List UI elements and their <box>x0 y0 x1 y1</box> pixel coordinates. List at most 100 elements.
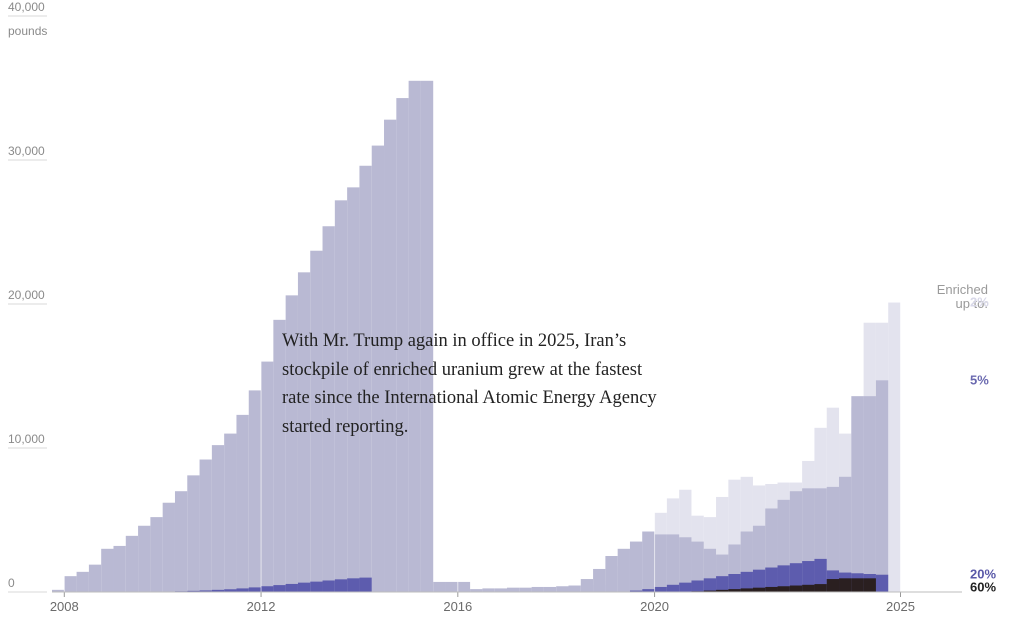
area-step <box>199 459 212 592</box>
area-step <box>310 250 323 592</box>
legend-label: 20% <box>970 567 996 582</box>
area-step <box>875 574 889 592</box>
area-step <box>187 475 200 592</box>
x-tick-label: 2012 <box>247 599 276 614</box>
area-step <box>420 80 434 593</box>
area-step <box>740 571 753 592</box>
area-step <box>802 561 815 592</box>
area-step <box>814 584 827 592</box>
area-step <box>777 565 790 592</box>
area-step <box>322 580 335 592</box>
area-step <box>531 586 544 592</box>
area-step <box>802 584 815 592</box>
area-step <box>519 587 532 592</box>
area-step <box>101 548 114 592</box>
area-step <box>174 491 188 592</box>
x-tick-label: 2008 <box>50 599 79 614</box>
x-axis: 2008 2012 2016 2020 2025 <box>50 136 962 614</box>
area-step <box>851 578 864 592</box>
y-tick-label: 30,000 <box>8 144 45 158</box>
chart-annotation: With Mr. Trump again in office in 2025, … <box>282 327 732 441</box>
area-step <box>716 576 729 592</box>
x-tick-label: 2020 <box>640 599 669 614</box>
area-step <box>199 590 212 592</box>
area-step <box>728 589 741 592</box>
area-step <box>384 119 397 593</box>
area-step <box>777 586 790 592</box>
area-step <box>789 563 803 592</box>
area-step <box>826 486 840 592</box>
area-step <box>875 380 889 592</box>
area-step <box>347 187 360 593</box>
area-step <box>863 396 876 592</box>
area-step <box>248 587 262 592</box>
y-gridlines <box>8 15 47 593</box>
chart-areas <box>52 80 901 593</box>
area-step <box>88 564 102 592</box>
area-step <box>470 589 483 592</box>
area-step <box>605 556 618 592</box>
y-tick-label: 10,000 <box>8 432 45 446</box>
area-step <box>888 302 901 592</box>
area-step <box>789 585 803 592</box>
area-step <box>457 581 471 592</box>
area-step <box>236 588 249 592</box>
area-step <box>703 590 717 592</box>
x-tick-label: 2025 <box>886 599 915 614</box>
area-step <box>839 578 852 592</box>
area-step <box>556 586 569 592</box>
annotation-line: With Mr. Trump again in office in 2025, … <box>282 331 627 351</box>
area-step <box>285 295 298 592</box>
area-step <box>297 272 311 592</box>
area-step <box>445 581 458 592</box>
area-step <box>113 545 126 592</box>
legend-label: 60% <box>970 580 996 595</box>
area-step <box>654 534 667 592</box>
area-step <box>224 589 237 592</box>
area-step <box>76 571 89 592</box>
annotation-line: started reporting. <box>282 416 409 437</box>
y-axis: pounds 40,000 30,000 20,000 10,000 0 <box>8 0 47 590</box>
area-step <box>654 586 667 592</box>
area-step <box>371 145 385 592</box>
area-step <box>162 502 175 592</box>
area-step <box>396 98 409 592</box>
area-step <box>334 579 348 592</box>
y-tick-label: 20,000 <box>8 288 45 302</box>
area-step <box>297 582 311 592</box>
area-step <box>273 319 286 592</box>
area-step <box>629 590 643 592</box>
legend-label: 2% <box>970 295 989 310</box>
area-step <box>752 569 766 592</box>
area-step <box>666 584 680 592</box>
area-step <box>224 433 237 592</box>
area-step <box>826 579 840 592</box>
area-step <box>322 226 335 593</box>
legend-title-line-1: Enriched <box>937 282 988 297</box>
x-tick-label: 2016 <box>443 599 472 614</box>
area-step <box>236 414 249 592</box>
area-step <box>839 476 852 592</box>
area-step <box>310 581 323 592</box>
area-step <box>765 567 778 592</box>
area-step <box>347 578 360 592</box>
area-step <box>125 535 139 592</box>
area-step <box>642 589 655 592</box>
area-step <box>580 579 594 592</box>
area-step <box>543 586 557 592</box>
area-step <box>359 577 372 592</box>
area-step <box>679 537 692 592</box>
area-step <box>666 534 680 592</box>
area-step <box>863 578 876 592</box>
area-step <box>187 590 200 592</box>
area-step <box>728 574 741 592</box>
area-step <box>359 165 372 592</box>
area-step <box>211 445 225 592</box>
y-unit-label: pounds <box>8 24 47 38</box>
area-step <box>568 585 581 592</box>
area-step <box>150 517 163 592</box>
legend-label: 5% <box>970 372 989 387</box>
area-step <box>814 558 827 592</box>
legend-title-line-2: up to: <box>955 296 988 311</box>
